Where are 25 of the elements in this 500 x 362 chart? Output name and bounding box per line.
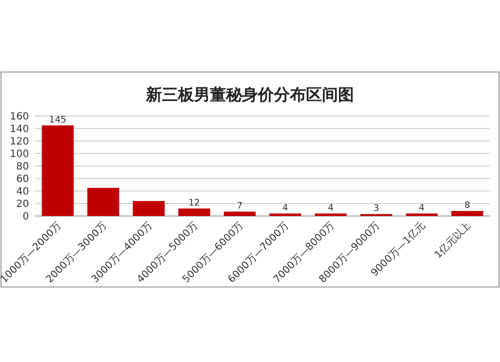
data-label: 7 <box>236 202 243 212</box>
data-label: 8 <box>464 201 470 211</box>
y-tick-label: 60 <box>16 174 29 185</box>
bar <box>451 211 484 216</box>
bar <box>87 188 120 216</box>
bar <box>224 212 256 216</box>
y-tick-label: 40 <box>16 186 29 198</box>
bar <box>178 208 210 216</box>
y-tick-label: 80 <box>16 162 29 172</box>
y-tick-label: 140 <box>10 124 29 135</box>
y-tick-label: 20 <box>16 199 29 210</box>
data-label: 4 <box>418 204 425 214</box>
data-label: 145 <box>49 115 66 126</box>
bar <box>42 125 74 216</box>
y-tick-label: 100 <box>10 149 29 160</box>
y-tick-label: 120 <box>10 136 29 148</box>
data-label: 4 <box>282 204 288 214</box>
chart-title: 新三板男董秘身价分布区间图 <box>145 85 354 104</box>
bar <box>132 201 165 216</box>
y-tick-label: 0 <box>22 212 29 222</box>
y-tick-label: 160 <box>10 112 29 122</box>
data-label: 4 <box>328 204 334 214</box>
data-label: 3 <box>373 204 380 214</box>
data-label: 12 <box>188 198 200 208</box>
x-tick-label: 1亿元以上 <box>432 220 474 261</box>
